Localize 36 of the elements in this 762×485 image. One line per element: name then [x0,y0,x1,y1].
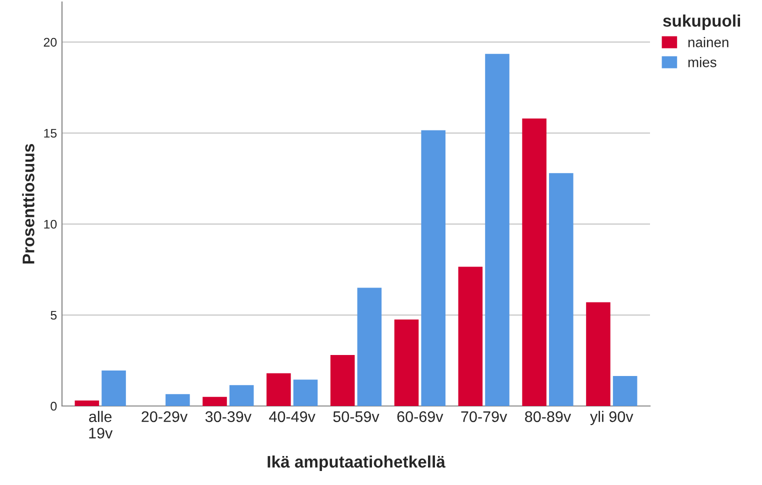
y-tick-label: 20 [44,38,57,47]
y-tick-label: 10 [44,220,57,229]
bar [421,130,446,406]
x-tick-label: 40-49v [269,411,316,422]
bar [293,380,318,406]
bar [458,266,483,406]
bar [612,376,638,406]
y-tick-label: 15 [44,128,57,138]
x-tick-label: alle 19v [89,410,113,439]
x-tick-label: 60-69v [397,411,444,422]
x-tick-label: 20-29v [142,411,188,422]
x-axis-title: Ikä amputaatiohetkellä [268,455,446,471]
bar [394,320,419,406]
y-tick-label: 5 [50,310,57,320]
x-tick-label: 50-59v [333,411,380,422]
bar [586,302,610,406]
bar [549,173,574,406]
bar [266,373,291,406]
bar [357,288,382,406]
legend-title: sukupuoli [663,14,740,30]
x-tick-label: 70-79v [461,411,508,422]
y-tick-label: 0 [50,402,57,411]
bar [522,118,546,406]
bar [330,355,355,406]
y-axis-title: Prosenttiosuus [22,144,34,264]
bar [202,396,227,406]
legend-label: mies [688,57,716,68]
legend-label: nainen [688,37,728,48]
bar [485,54,510,406]
bar [166,394,190,406]
bar [74,400,100,406]
x-tick-label: 30-39v [205,411,252,422]
bar [102,370,126,406]
x-tick-label: yli 90v [590,410,634,426]
bar [229,385,254,406]
x-tick-label: 80-89v [525,411,572,422]
